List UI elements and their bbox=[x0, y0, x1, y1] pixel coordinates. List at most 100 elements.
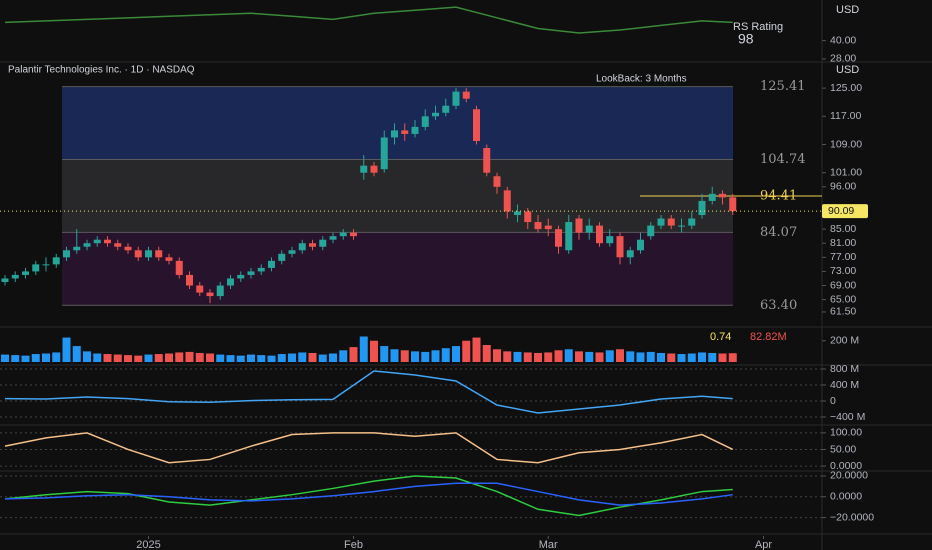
y-tick-label: 96.00 bbox=[830, 181, 856, 193]
y-tick-label: −400 M bbox=[830, 411, 865, 423]
volume-bar bbox=[21, 355, 30, 362]
volume-bar bbox=[380, 346, 389, 362]
candle-body bbox=[442, 105, 450, 113]
candle-body bbox=[206, 292, 214, 297]
volume-bar bbox=[390, 349, 399, 362]
last-price-box bbox=[822, 204, 868, 219]
volume-bar bbox=[585, 351, 594, 362]
volume-bar bbox=[503, 351, 512, 362]
candle-body bbox=[370, 165, 378, 173]
level-label: 63.40 bbox=[760, 298, 797, 313]
candle-body bbox=[493, 176, 501, 187]
volume-bar bbox=[216, 354, 225, 362]
candle-body bbox=[503, 190, 511, 212]
candle-body bbox=[134, 250, 142, 258]
candle-body bbox=[544, 225, 552, 230]
volume-bar bbox=[359, 336, 368, 362]
marker-label: 94.41 bbox=[760, 188, 797, 203]
y-tick-label: 40.00 bbox=[830, 34, 856, 46]
volume-bar bbox=[247, 354, 255, 362]
volume-bar bbox=[616, 349, 624, 362]
y-tick-label: 101.00 bbox=[830, 166, 862, 178]
volume-bar bbox=[72, 346, 81, 362]
y-tick-label: 50.00 bbox=[830, 443, 856, 455]
y-tick-label: 85.00 bbox=[830, 223, 856, 235]
candle-body bbox=[124, 246, 132, 251]
candle-body bbox=[104, 239, 111, 244]
volume-bar bbox=[605, 350, 614, 362]
volume-bar bbox=[257, 355, 266, 362]
candle-body bbox=[1, 278, 9, 282]
indicator-line bbox=[4, 475, 733, 517]
level-label: 104.74 bbox=[760, 152, 806, 167]
candle-body bbox=[83, 243, 91, 247]
candle-body bbox=[247, 271, 255, 275]
volume-bar bbox=[329, 353, 337, 362]
volume-bar bbox=[308, 352, 317, 362]
y-tick-label: 117.00 bbox=[830, 110, 861, 122]
y-tick-label: 65.00 bbox=[830, 293, 856, 305]
chart-title: Palantir Technologies Inc. · 1D · NASDAQ bbox=[8, 65, 195, 76]
volume-bar bbox=[718, 353, 727, 362]
candle-body bbox=[63, 250, 70, 258]
y-tick-label: 77.00 bbox=[830, 251, 856, 263]
y-tick-label: 73.00 bbox=[830, 265, 856, 277]
volume-bar bbox=[595, 352, 604, 362]
volume-bar bbox=[636, 352, 645, 362]
candle-body bbox=[616, 236, 624, 258]
candle-body bbox=[698, 200, 706, 216]
volume-bar bbox=[144, 354, 153, 362]
candle-body bbox=[298, 243, 306, 251]
y-tick-label: 28.00 bbox=[830, 53, 856, 65]
candle-body bbox=[288, 250, 296, 254]
candle-body bbox=[596, 225, 603, 244]
rs-line bbox=[4, 6, 733, 34]
volume-bar bbox=[42, 353, 50, 362]
candle-body bbox=[216, 285, 224, 297]
zone bbox=[62, 159, 733, 233]
candle-body bbox=[186, 274, 193, 286]
candle-body bbox=[165, 257, 173, 261]
y-tick-label: 69.00 bbox=[830, 279, 856, 291]
candle-body bbox=[52, 257, 60, 265]
x-tick-label: Apr bbox=[755, 539, 772, 550]
candle-body bbox=[268, 260, 275, 268]
candle-body bbox=[32, 264, 40, 272]
volume-bar bbox=[534, 352, 542, 362]
candle-body bbox=[473, 109, 480, 141]
volume-bar bbox=[62, 337, 71, 362]
candle-body bbox=[462, 91, 470, 99]
candle-body bbox=[11, 274, 19, 279]
candle-body bbox=[534, 222, 542, 230]
volume-label: 82.82M bbox=[750, 331, 787, 343]
volume-bar bbox=[206, 353, 214, 362]
candle-body bbox=[339, 232, 347, 237]
y-tick-label: 100.00 bbox=[830, 427, 862, 439]
volume-bar bbox=[93, 353, 102, 362]
volume-bar bbox=[11, 355, 20, 362]
candle-body bbox=[350, 232, 357, 237]
y-tick-label: 61.50 bbox=[830, 306, 856, 318]
rs-value: 98 bbox=[738, 31, 754, 47]
volume-bar bbox=[575, 351, 583, 362]
volume-bar bbox=[452, 346, 460, 362]
candle-body bbox=[585, 225, 593, 233]
volume-bar bbox=[708, 352, 717, 362]
volume-bar bbox=[554, 350, 563, 362]
candle-body bbox=[42, 264, 50, 266]
volume-bar bbox=[1, 354, 9, 362]
volume-bar bbox=[113, 354, 122, 362]
volume-bar bbox=[462, 340, 471, 362]
volume-bar bbox=[52, 352, 61, 362]
volume-bar bbox=[165, 353, 173, 362]
currency[interactable]: USD bbox=[836, 64, 859, 76]
volume-bar bbox=[626, 351, 635, 362]
currency[interactable]: USD bbox=[836, 4, 859, 16]
volume-bar bbox=[421, 351, 430, 362]
candle-body bbox=[380, 137, 388, 170]
volume-bar bbox=[411, 351, 419, 362]
candle-body bbox=[155, 250, 163, 258]
candle-body bbox=[432, 112, 439, 117]
volume-bar bbox=[288, 353, 296, 362]
rs-title: RS Rating bbox=[733, 21, 783, 33]
